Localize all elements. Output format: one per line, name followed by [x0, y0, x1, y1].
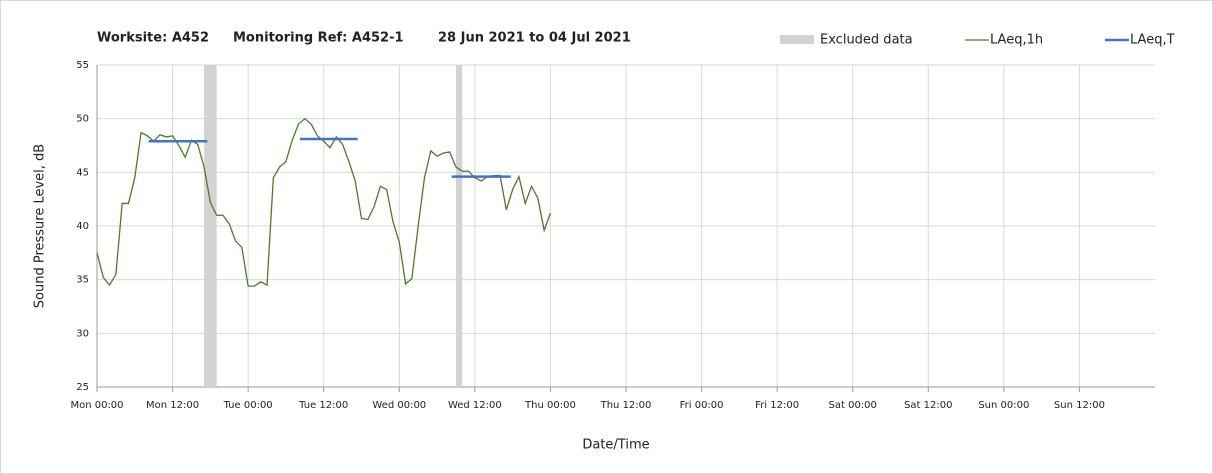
y-tick-label: 35: [76, 275, 89, 286]
legend-swatch: [780, 35, 814, 44]
title-part: 28 Jun 2021 to 04 Jul 2021: [438, 31, 631, 46]
legend-label: LAeq,T: [1130, 33, 1175, 48]
legend-label: LAeq,1h: [990, 33, 1043, 48]
x-tick-label: Thu 00:00: [524, 400, 576, 411]
x-tick-label: Mon 00:00: [70, 400, 123, 411]
x-tick-label: Sat 00:00: [829, 400, 877, 411]
x-tick-label: Sun 12:00: [1054, 400, 1105, 411]
title-part: Monitoring Ref: A452-1: [233, 31, 404, 46]
x-tick-label: Fri 00:00: [680, 400, 724, 411]
title-part: Worksite: A452: [97, 31, 209, 46]
x-tick-label: Wed 12:00: [448, 400, 502, 411]
x-tick-label: Thu 12:00: [600, 400, 652, 411]
y-tick-label: 40: [76, 221, 89, 232]
y-axis-label: Sound Pressure Level, dB: [33, 144, 48, 308]
y-tick-label: 50: [76, 114, 89, 125]
y-tick-label: 55: [76, 60, 89, 71]
y-tick-label: 30: [76, 328, 89, 339]
y-tick-label: 45: [76, 167, 89, 178]
x-tick-label: Sun 00:00: [978, 400, 1029, 411]
excluded-band: [455, 65, 463, 387]
x-tick-label: Wed 00:00: [372, 400, 426, 411]
x-axis-label: Date/Time: [582, 438, 649, 453]
x-tick-label: Tue 00:00: [223, 400, 273, 411]
legend-label: Excluded data: [820, 33, 913, 48]
excluded-band: [204, 65, 217, 387]
x-tick-label: Tue 12:00: [298, 400, 348, 411]
x-tick-label: Mon 12:00: [146, 400, 199, 411]
x-tick-label: Fri 12:00: [755, 400, 799, 411]
y-tick-label: 25: [76, 382, 89, 393]
x-tick-label: Sat 12:00: [904, 400, 952, 411]
